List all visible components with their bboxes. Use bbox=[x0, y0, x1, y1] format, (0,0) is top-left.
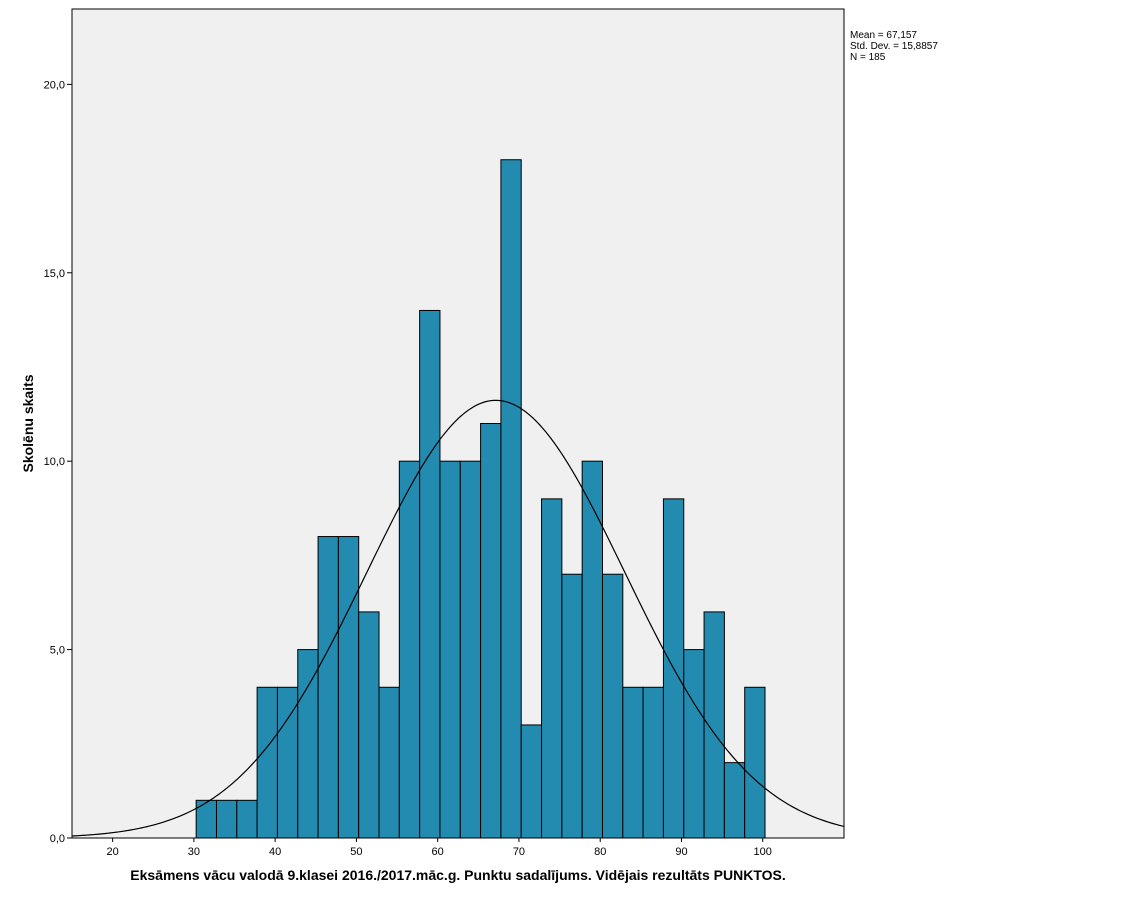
histogram-bar bbox=[520, 724, 543, 839]
y-tick-label: 10,0 bbox=[44, 456, 65, 468]
y-tick-label: 20,0 bbox=[44, 79, 65, 91]
y-axis-title: Skolēnu skaits bbox=[20, 374, 36, 472]
y-tick-label: 0,0 bbox=[50, 833, 65, 845]
normal-curve bbox=[71, 399, 845, 837]
plot-frame bbox=[71, 8, 845, 839]
x-tick-label: 60 bbox=[432, 846, 444, 858]
histogram-bar bbox=[500, 159, 522, 839]
histogram-bar bbox=[561, 573, 583, 839]
x-axis: 20 30 40 50 60 70 80 90 100 bbox=[107, 838, 772, 858]
histogram-bar bbox=[337, 536, 360, 839]
x-tick-label: 100 bbox=[754, 846, 772, 858]
x-axis-title: Eksāmens vācu valodā 9.klasei 2016./2017… bbox=[130, 867, 785, 883]
histogram-bar bbox=[317, 536, 339, 839]
y-tick-label: 15,0 bbox=[44, 268, 65, 280]
histogram-bar bbox=[723, 762, 746, 839]
histogram-bar bbox=[358, 611, 380, 839]
histogram-bar bbox=[256, 686, 278, 839]
histogram-bar bbox=[378, 686, 400, 839]
histogram-bar bbox=[195, 799, 217, 839]
x-tick-label: 70 bbox=[513, 846, 525, 858]
histogram-bar bbox=[601, 573, 624, 839]
histogram-bar bbox=[215, 799, 238, 839]
histogram-bar bbox=[419, 309, 441, 839]
x-tick-label: 90 bbox=[675, 846, 687, 858]
x-tick-label: 40 bbox=[269, 846, 281, 858]
histogram-bar bbox=[683, 649, 705, 839]
bars-group bbox=[195, 159, 766, 839]
x-tick-label: 20 bbox=[107, 846, 119, 858]
histogram-bar bbox=[541, 498, 563, 839]
x-tick-label: 80 bbox=[594, 846, 606, 858]
histogram-bar bbox=[622, 686, 644, 839]
histogram-bar bbox=[581, 460, 603, 839]
y-axis: 0,0 5,0 10,0 15,0 20,0 bbox=[44, 79, 72, 845]
y-tick-label: 5,0 bbox=[50, 645, 65, 657]
stats-line: Mean = 67,157 bbox=[850, 30, 917, 41]
histogram-bar bbox=[459, 460, 482, 839]
x-tick-label: 30 bbox=[188, 846, 200, 858]
stats-line: Std. Dev. = 15,8857 bbox=[850, 41, 938, 52]
histogram-bar bbox=[276, 686, 299, 839]
histogram-bar bbox=[480, 423, 502, 839]
histogram-bar bbox=[398, 460, 421, 839]
stats-line: N = 185 bbox=[850, 52, 886, 63]
histogram-bar bbox=[439, 460, 461, 839]
histogram-bar bbox=[236, 799, 258, 839]
histogram-bar bbox=[703, 611, 725, 839]
histogram-bar bbox=[297, 649, 319, 839]
histogram-bar bbox=[744, 686, 766, 839]
histogram-bar bbox=[642, 686, 664, 839]
x-tick-label: 50 bbox=[350, 846, 362, 858]
